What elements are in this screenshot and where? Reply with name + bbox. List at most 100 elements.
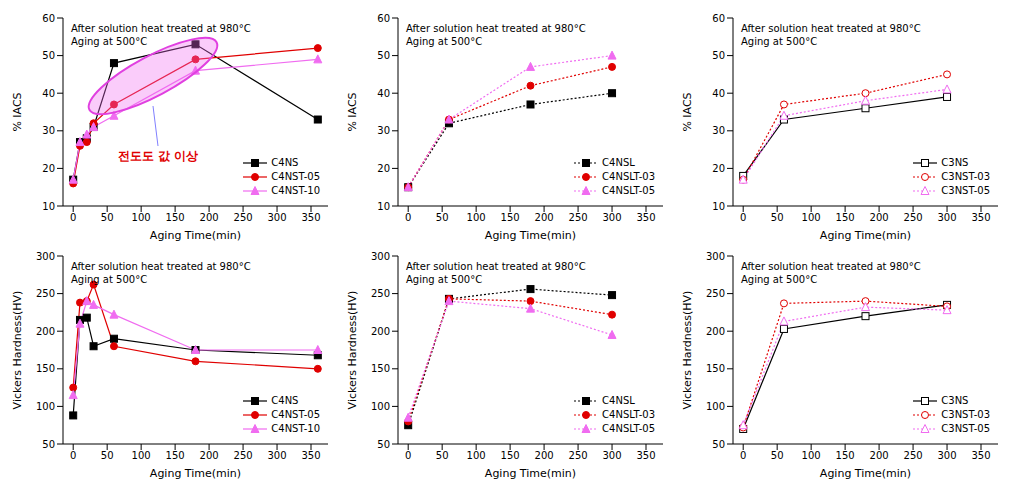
svg-text:100: 100 (802, 450, 821, 461)
svg-text:150: 150 (501, 450, 520, 461)
svg-text:350: 350 (301, 450, 320, 461)
svg-text:50: 50 (712, 50, 725, 61)
svg-text:200: 200 (535, 212, 554, 223)
svg-text:20: 20 (712, 163, 725, 174)
svg-text:Aging Time(min): Aging Time(min) (150, 229, 241, 242)
svg-text:200: 200 (371, 326, 390, 337)
svg-text:300: 300 (36, 251, 55, 262)
svg-text:300: 300 (371, 251, 390, 262)
html-text:C4NS: C4NS (271, 157, 299, 168)
svg-text:50: 50 (42, 439, 55, 450)
svg-text:% IACS: % IACS (681, 92, 694, 131)
svg-text:50: 50 (436, 212, 449, 223)
svg-text:150: 150 (371, 363, 390, 374)
svg-text:60: 60 (712, 13, 725, 24)
svg-text:350: 350 (301, 212, 320, 223)
html-text:전도도 값 이상: 전도도 값 이상 (118, 149, 199, 163)
svg-text:250: 250 (904, 212, 923, 223)
svg-text:Aging Time(min): Aging Time(min) (485, 467, 576, 480)
svg-text:0: 0 (405, 450, 411, 461)
svg-text:60: 60 (377, 13, 390, 24)
svg-text:% IACS: % IACS (11, 92, 24, 131)
svg-text:0: 0 (70, 450, 76, 461)
svg-text:250: 250 (904, 450, 923, 461)
svg-text:300: 300 (602, 212, 621, 223)
svg-text:100: 100 (706, 401, 725, 412)
svg-text:10: 10 (377, 201, 390, 212)
svg-text:250: 250 (234, 450, 253, 461)
svg-text:50: 50 (101, 212, 114, 223)
svg-text:150: 150 (36, 363, 55, 374)
svg-text:200: 200 (200, 212, 219, 223)
svg-text:40: 40 (42, 88, 55, 99)
svg-text:50: 50 (771, 212, 784, 223)
svg-text:100: 100 (132, 450, 151, 461)
svg-text:100: 100 (802, 212, 821, 223)
svg-text:150: 150 (501, 212, 520, 223)
svg-text:100: 100 (467, 450, 486, 461)
svg-text:Vickers Hardness(HV): Vickers Hardness(HV) (681, 291, 694, 410)
svg-text:40: 40 (712, 88, 725, 99)
svg-text:100: 100 (36, 401, 55, 412)
svg-text:250: 250 (569, 450, 588, 461)
svg-text:200: 200 (870, 450, 889, 461)
svg-text:50: 50 (712, 439, 725, 450)
svg-text:300: 300 (267, 212, 286, 223)
svg-text:Vickers Hardness(HV): Vickers Hardness(HV) (346, 291, 359, 410)
svg-text:Vickers Hardness(HV): Vickers Hardness(HV) (11, 291, 24, 410)
html-text:Aging at 500°C: Aging at 500°C (71, 36, 148, 47)
svg-text:150: 150 (836, 212, 855, 223)
svg-text:150: 150 (166, 450, 185, 461)
svg-text:350: 350 (636, 450, 655, 461)
svg-text:350: 350 (971, 450, 990, 461)
svg-text:50: 50 (42, 50, 55, 61)
svg-text:150: 150 (166, 212, 185, 223)
svg-text:10: 10 (42, 201, 55, 212)
svg-text:200: 200 (706, 326, 725, 337)
svg-text:40: 40 (377, 88, 390, 99)
svg-text:200: 200 (36, 326, 55, 337)
svg-text:Aging Time(min): Aging Time(min) (150, 467, 241, 480)
svg-text:20: 20 (377, 163, 390, 174)
svg-text:250: 250 (569, 212, 588, 223)
svg-text:300: 300 (937, 450, 956, 461)
svg-text:250: 250 (706, 288, 725, 299)
svg-text:150: 150 (706, 363, 725, 374)
svg-text:200: 200 (535, 450, 554, 461)
svg-text:100: 100 (132, 212, 151, 223)
svg-text:350: 350 (636, 212, 655, 223)
svg-text:50: 50 (771, 450, 784, 461)
svg-text:150: 150 (836, 450, 855, 461)
svg-text:50: 50 (436, 450, 449, 461)
svg-text:250: 250 (371, 288, 390, 299)
svg-text:0: 0 (70, 212, 76, 223)
svg-text:250: 250 (234, 212, 253, 223)
svg-text:350: 350 (971, 212, 990, 223)
svg-text:300: 300 (706, 251, 725, 262)
svg-text:Aging Time(min): Aging Time(min) (485, 229, 576, 242)
svg-text:0: 0 (405, 212, 411, 223)
svg-text:300: 300 (267, 450, 286, 461)
svg-text:100: 100 (371, 401, 390, 412)
svg-text:50: 50 (377, 50, 390, 61)
svg-text:0: 0 (740, 212, 746, 223)
svg-text:% IACS: % IACS (346, 92, 359, 131)
svg-text:10: 10 (712, 201, 725, 212)
svg-text:50: 50 (101, 450, 114, 461)
svg-text:300: 300 (937, 212, 956, 223)
svg-text:20: 20 (42, 163, 55, 174)
svg-text:30: 30 (377, 125, 390, 136)
html-text:After solution heat treated at: After solution heat treated at 980°C (71, 23, 251, 34)
svg-text:200: 200 (200, 450, 219, 461)
svg-text:300: 300 (602, 450, 621, 461)
svg-text:60: 60 (42, 13, 55, 24)
svg-text:Aging Time(min): Aging Time(min) (820, 229, 911, 242)
svg-text:250: 250 (36, 288, 55, 299)
svg-text:30: 30 (712, 125, 725, 136)
svg-text:0: 0 (740, 450, 746, 461)
svg-text:200: 200 (870, 212, 889, 223)
svg-text:30: 30 (42, 125, 55, 136)
svg-text:100: 100 (467, 212, 486, 223)
svg-text:Aging Time(min): Aging Time(min) (820, 467, 911, 480)
svg-text:50: 50 (377, 439, 390, 450)
